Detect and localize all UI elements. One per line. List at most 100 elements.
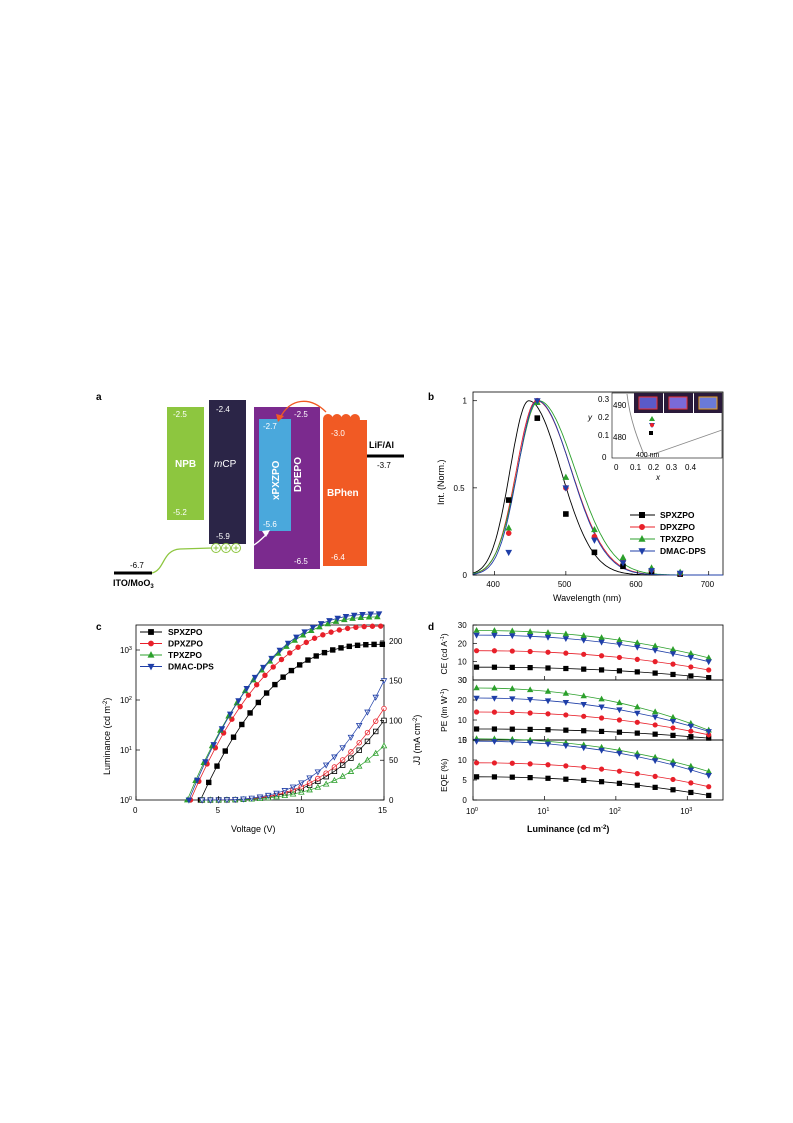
chart-b-markers xyxy=(505,397,684,577)
current-point-dmac-dps xyxy=(207,797,214,804)
chart-d-xtick-label: 100 xyxy=(466,807,478,816)
chart-b-xlabel: Wavelength (nm) xyxy=(553,593,621,603)
cie-point-dpxzpo xyxy=(650,423,654,427)
legend-marker xyxy=(639,512,646,519)
efficiency-point-dmac-dps xyxy=(705,772,712,779)
efficiency-line-spxzpo xyxy=(476,666,709,678)
chart-c-xtick-label: 15 xyxy=(378,806,387,815)
chart-c-ytick-left-label: 102 xyxy=(120,696,132,705)
current-point-dmac-dps xyxy=(223,797,231,804)
chart-d-frame xyxy=(472,739,724,801)
legend-marker xyxy=(147,663,155,671)
chart-b-ytick-label: 1 xyxy=(463,397,468,406)
inset-locus-line xyxy=(626,393,646,458)
chart-c-xtick-label: 5 xyxy=(216,806,221,815)
efficiency-line-dpxzpo xyxy=(476,762,709,788)
legend-marker xyxy=(148,629,154,635)
spectrum-point-dmac-dps xyxy=(648,568,655,575)
chart-c-curves xyxy=(183,611,388,804)
efficiency-point-dmac-dps xyxy=(705,659,712,666)
hole-arrowhead xyxy=(262,530,270,537)
anode-label: ITO/MoO3 xyxy=(113,578,154,590)
inset-annot-480: 480 xyxy=(613,433,627,442)
legend-label-tpxzpo: TPXZPO xyxy=(168,650,202,660)
electron-arrowhead xyxy=(276,414,284,422)
efficiency-point-tpxzpo xyxy=(473,626,480,633)
hole-transfer-arrow xyxy=(151,547,213,574)
chart-d-ylabel: EQE (%) xyxy=(439,758,449,792)
legend-label-dmac-dps: DMAC-DPS xyxy=(660,546,706,556)
device-photo-2-frame xyxy=(668,396,688,410)
inset-ytick-03: 0.3 xyxy=(598,395,610,404)
chart-c-ytick-right-label: 150 xyxy=(389,677,403,686)
chart-b-xtick-label: 600 xyxy=(629,580,643,589)
efficiency-line-tpxzpo xyxy=(476,738,709,772)
cathode-label: LiF/Al xyxy=(369,440,394,450)
energy-diagram: -2.5 -5.2 NPB -2.4 -5.9 mCP -2.5 -6.5 DP… xyxy=(113,400,404,590)
spectrum-point-dpxzpo xyxy=(505,530,512,536)
spectrum-point-dmac-dps xyxy=(591,537,598,544)
legend-label-dpxzpo: DPXZPO xyxy=(168,639,203,649)
chart-d-ytick-label: 30 xyxy=(458,676,467,685)
panel-label-a: a xyxy=(96,392,102,403)
chart-b-xtick-label: 400 xyxy=(486,580,500,589)
efficiency-line-tpxzpo xyxy=(476,687,709,731)
xpxzpo-name: xPXZPO xyxy=(271,460,282,500)
xpxzpo-lumo: -2.7 xyxy=(263,422,277,431)
efficiency-point-dpxzpo xyxy=(706,784,712,790)
chart-b-ticks: 400 500 600 700 0 0.5 1 xyxy=(454,397,715,589)
efficiency-line-dmac-dps xyxy=(476,697,709,732)
spectrum-point-tpxzpo xyxy=(505,524,513,531)
cie-point-spxzpo xyxy=(649,431,653,435)
dpepo-lumo: -2.5 xyxy=(294,410,308,419)
chart-c-ytick-right-label: 100 xyxy=(389,716,403,725)
inset-ytick-0: 0 xyxy=(602,453,607,462)
chart-d-subplots: 0 10 20 30 CE (cd A-1) 0 10 20 30 PE (lm W-1) 0 5 10… xyxy=(439,621,724,816)
legend-marker xyxy=(638,548,646,555)
bphen-homo: -6.4 xyxy=(331,553,345,562)
spectrum-point-spxzpo xyxy=(563,511,569,517)
efficiency-line-tpxzpo xyxy=(476,630,709,659)
npb-homo: -5.2 xyxy=(173,508,187,517)
inset-annot-400: 400 nm xyxy=(636,452,660,459)
luminance-line-dpxzpo xyxy=(190,625,381,801)
spectrum-point-dmac-dps xyxy=(676,570,684,577)
spectrum-point-spxzpo xyxy=(534,415,541,421)
chart-b-frame xyxy=(472,391,724,576)
inset-xtick-2: 0.2 xyxy=(648,463,660,472)
npb-name: NPB xyxy=(175,459,196,470)
chart-d-ytick-label: 10 xyxy=(458,716,467,725)
chart-b-ytick-label: 0.5 xyxy=(454,484,466,493)
chart-c-ytick-right-label: 50 xyxy=(389,756,398,765)
chart-d: 0 10 20 30 CE (cd A-1) 0 10 20 30 PE (lm W-1) 0 5 10… xyxy=(439,621,724,834)
legend-marker xyxy=(148,640,154,647)
chart-d-ytick-label: 30 xyxy=(458,621,467,630)
chart-c-xtick-label: 10 xyxy=(295,806,304,815)
chart-d-ytick-label: 0 xyxy=(462,796,467,805)
dpepo-homo: -6.5 xyxy=(294,557,308,566)
chart-c-xlabel: Voltage (V) xyxy=(231,824,276,834)
legend-marker xyxy=(639,524,646,531)
efficiency-line-dpxzpo xyxy=(476,711,709,736)
chart-c-xtick-label: 0 xyxy=(133,806,138,815)
inset-xlabel: x xyxy=(655,473,661,482)
legend-marker xyxy=(147,651,155,658)
mcp-lumo: -2.4 xyxy=(216,405,230,414)
chart-d-ytick-label: 0 xyxy=(462,736,467,745)
inset-xtick-0: 0 xyxy=(614,463,619,472)
current-point-dmac-dps xyxy=(198,797,206,804)
luminance-point-dmac-dps xyxy=(185,797,193,804)
chart-d-xlabel: Luminance (cd m-2) xyxy=(527,824,609,834)
panel-label-b: b xyxy=(428,392,434,403)
chart-d-ytick-label: 10 xyxy=(458,658,467,667)
efficiency-point-tpxzpo xyxy=(473,684,480,691)
xpxzpo-homo: -5.6 xyxy=(263,520,277,529)
chart-c-ytick-right-label: 200 xyxy=(389,637,403,646)
cie-point-tpxzpo xyxy=(649,416,655,421)
legend-label-spxzpo: SPXZPO xyxy=(660,510,695,520)
dpepo-name: DPEPO xyxy=(293,457,304,492)
chart-b: 400 500 600 700 0 0.5 1 Wavelength (nm) Int. (… xyxy=(436,391,724,603)
chart-d-ytick-label: 10 xyxy=(458,756,467,765)
inset-annot-490: 490 xyxy=(613,401,627,410)
